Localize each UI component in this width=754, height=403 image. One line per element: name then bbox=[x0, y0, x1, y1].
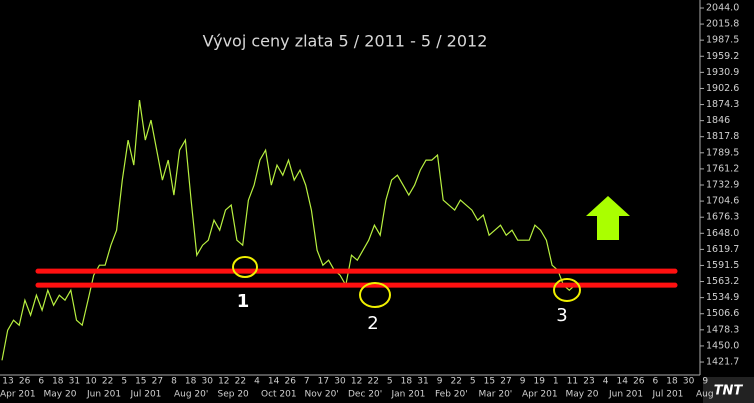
y-tick-label: 1789.5 bbox=[706, 147, 739, 158]
y-tick-label: 1506.6 bbox=[706, 308, 739, 319]
x-day-label: 31 bbox=[69, 377, 80, 387]
annotation: 2 bbox=[367, 313, 378, 334]
x-day-label: 5 bbox=[470, 377, 476, 387]
x-month-label: Oct 201 bbox=[261, 390, 297, 400]
y-tick-label: 1478.3 bbox=[706, 324, 739, 335]
x-day-label: 9 bbox=[702, 377, 708, 387]
y-tick-label: 1648.0 bbox=[706, 228, 739, 239]
highlight-circle bbox=[232, 256, 258, 278]
y-tick-label: 1619.7 bbox=[706, 244, 739, 255]
x-month-label: Jun 201 bbox=[608, 390, 643, 400]
x-day-label: 1 bbox=[553, 377, 559, 387]
y-tick-label: 2015.8 bbox=[706, 19, 739, 30]
y-tick-label: 1676.3 bbox=[706, 212, 739, 223]
x-day-label: 8 bbox=[171, 377, 177, 387]
x-day-label: 5 bbox=[387, 377, 393, 387]
x-month-label: Jul 201 bbox=[652, 390, 684, 400]
y-tick-label: 1704.6 bbox=[706, 196, 739, 207]
x-day-label: 5 bbox=[121, 377, 127, 387]
logo-box bbox=[703, 377, 754, 403]
plot bbox=[1, 100, 678, 361]
x-month-label: Jan 201 bbox=[391, 390, 426, 400]
y-tick-label: 1450.0 bbox=[706, 340, 739, 351]
x-day-label: 15 bbox=[135, 377, 146, 387]
x-month-label: Aug 20' bbox=[174, 390, 208, 400]
x-day-label: 22 bbox=[367, 377, 378, 387]
chart-title: Vývoj ceny zlata 5 / 2011 - 5 / 2012 bbox=[203, 32, 488, 51]
x-month-label: Feb 20' bbox=[435, 390, 468, 400]
x-day-label: 27 bbox=[152, 377, 163, 387]
y-tick-label: 1817.8 bbox=[706, 131, 739, 142]
x-day-label: 30 bbox=[201, 377, 213, 387]
x-day-label: 10 bbox=[85, 377, 97, 387]
highlight-circle bbox=[553, 278, 581, 302]
y-tick-label: 1846 bbox=[706, 115, 730, 126]
up-arrow bbox=[586, 196, 630, 240]
y-tick-label: 1591.5 bbox=[706, 260, 739, 271]
x-day-label: 4 bbox=[254, 377, 260, 387]
x-month-label: Jul 201 bbox=[130, 390, 162, 400]
y-tick-label: 1421.7 bbox=[706, 357, 739, 368]
x-day-label: 23 bbox=[583, 377, 594, 387]
x-day-label: 14 bbox=[268, 377, 280, 387]
x-day-label: 14 bbox=[616, 377, 628, 387]
annotation: 3 bbox=[556, 305, 567, 326]
x-day-label: 6 bbox=[653, 377, 659, 387]
x-day-label: 15 bbox=[484, 377, 495, 387]
x-month-label: Dec 20' bbox=[348, 390, 382, 400]
x-day-label: 12 bbox=[218, 377, 229, 387]
y-tick-label: 1874.3 bbox=[706, 99, 739, 110]
logo: TNT bbox=[714, 384, 744, 399]
x-month-label: Mar 20' bbox=[479, 390, 513, 400]
x-day-label: 22 bbox=[102, 377, 113, 387]
y-tick-label: 1534.9 bbox=[706, 292, 739, 303]
x-month-label: Nov 20' bbox=[305, 390, 339, 400]
x-day-label: 18 bbox=[52, 377, 64, 387]
x-month-label: May 20 bbox=[44, 390, 77, 400]
x-day-label: 7 bbox=[304, 377, 310, 387]
x-day-label: 12 bbox=[351, 377, 362, 387]
x-day-label: 6 bbox=[38, 377, 44, 387]
x-day-label: 17 bbox=[318, 377, 329, 387]
y-tick-label: 1930.9 bbox=[706, 67, 739, 78]
price-line bbox=[1, 100, 576, 361]
x-month-label: Apr 201 bbox=[522, 390, 558, 400]
y-tick-label: 1761.2 bbox=[706, 163, 739, 174]
annotation: 1 bbox=[237, 291, 250, 312]
y-tick-label: 1732.9 bbox=[706, 179, 739, 190]
x-month-label: Apr 201 bbox=[0, 390, 36, 400]
y-tick-label: 1563.2 bbox=[706, 276, 739, 287]
x-day-label: 19 bbox=[533, 377, 545, 387]
x-day-label: 31 bbox=[417, 377, 428, 387]
y-tick-label: 2044.0 bbox=[706, 3, 739, 14]
x-day-label: 27 bbox=[500, 377, 511, 387]
x-month-label: Sep 20 bbox=[218, 390, 250, 400]
x-day-label: 26 bbox=[284, 377, 296, 387]
x-day-label: 18 bbox=[401, 377, 413, 387]
highlight-circle bbox=[359, 282, 391, 308]
x-day-label: 30 bbox=[334, 377, 346, 387]
x-day-label: 18 bbox=[666, 377, 678, 387]
x-day-label: 30 bbox=[683, 377, 695, 387]
x-day-label: 13 bbox=[2, 377, 13, 387]
x-day-label: 18 bbox=[185, 377, 197, 387]
x-day-label: 26 bbox=[633, 377, 645, 387]
y-tick-label: 1959.2 bbox=[706, 51, 739, 62]
x-month-label: Aug bbox=[696, 390, 714, 400]
x-month-label: Jun 201 bbox=[86, 390, 121, 400]
x-day-label: 9 bbox=[437, 377, 443, 387]
x-month-label: May 20 bbox=[566, 390, 599, 400]
x-day-label: 9 bbox=[520, 377, 526, 387]
y-tick-label: 1902.6 bbox=[706, 83, 739, 94]
x-day-label: 11 bbox=[567, 377, 578, 387]
x-day-label: 22 bbox=[450, 377, 461, 387]
x-day-label: 4 bbox=[603, 377, 609, 387]
x-day-label: 26 bbox=[19, 377, 31, 387]
y-tick-label: 1987.5 bbox=[706, 35, 739, 46]
x-day-label: 22 bbox=[235, 377, 246, 387]
